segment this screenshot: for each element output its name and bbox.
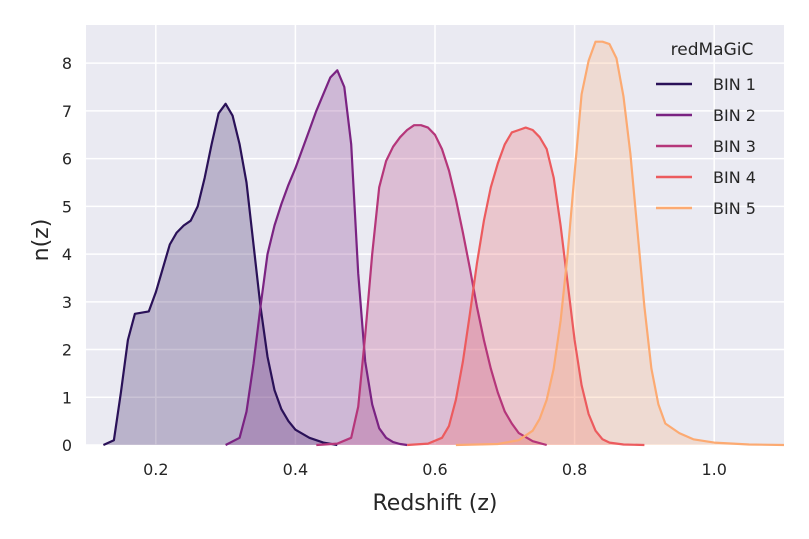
- y-tick-label: 1: [62, 388, 72, 407]
- y-tick-label: 0: [62, 436, 72, 455]
- bin-4-line: [407, 126, 645, 447]
- y-tick-label: 5: [62, 197, 72, 216]
- bin-1-area: [103, 103, 338, 446]
- series-lines: [102, 40, 785, 447]
- grid: [86, 25, 784, 446]
- legend-label-bin-4: BIN 4: [713, 168, 756, 187]
- bin-4-area: [407, 127, 645, 445]
- y-tick-label: 6: [62, 150, 72, 169]
- x-tick-labels: 0.2 0.4 0.6 0.8 1.0: [143, 460, 727, 479]
- y-tick-label: 8: [62, 54, 72, 73]
- y-tick-labels: 0 1 2 3 4 5 6 7 8: [62, 54, 72, 455]
- legend: redMaGiC BIN 1 BIN 2 BIN 3 BIN 4 BIN 5: [656, 40, 756, 218]
- y-axis-label: n(z): [29, 219, 54, 262]
- y-tick-label: 4: [62, 245, 72, 264]
- legend-title: redMaGiC: [671, 40, 754, 60]
- x-axis-label: Redshift (z): [372, 491, 497, 516]
- legend-label-bin-1: BIN 1: [713, 75, 756, 94]
- legend-label-bin-5: BIN 5: [713, 199, 756, 218]
- x-tick-label: 0.2: [143, 460, 168, 479]
- y-tick-label: 2: [62, 341, 72, 360]
- y-tick-label: 3: [62, 293, 72, 312]
- legend-label-bin-3: BIN 3: [713, 137, 756, 156]
- x-tick-label: 0.4: [283, 460, 308, 479]
- x-tick-label: 0.8: [562, 460, 587, 479]
- bin-5-line: [455, 40, 785, 447]
- legend-label-bin-2: BIN 2: [713, 106, 756, 125]
- x-tick-label: 1.0: [701, 460, 726, 479]
- bin-2-line: [225, 69, 408, 447]
- bin-1-line: [102, 102, 338, 447]
- bin-3-line: [316, 124, 547, 447]
- bin-2-area: [225, 70, 408, 446]
- x-tick-label: 0.6: [422, 460, 447, 479]
- bin-5-area: [455, 41, 784, 445]
- y-tick-label: 7: [62, 102, 72, 121]
